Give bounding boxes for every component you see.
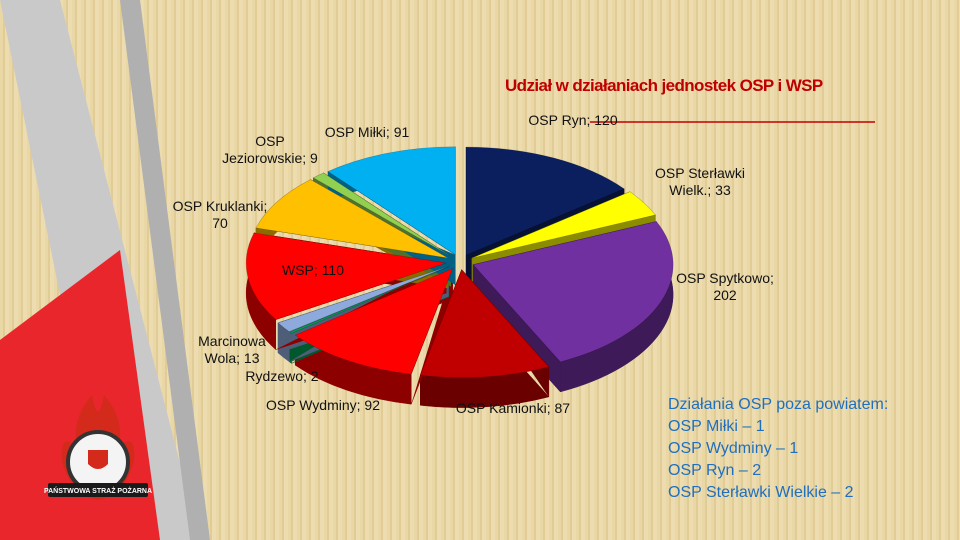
logo-text: PAŃSTWOWA STRAŻ POŻARNA [44, 486, 152, 495]
slice [471, 191, 656, 259]
data-label: OSP Wydminy; 92 [266, 397, 380, 413]
data-label: Marcinowa Wola; 13 [198, 333, 266, 366]
note-line: OSP Miłki – 1 [668, 418, 765, 435]
slice [327, 146, 456, 256]
note-box: Działania OSP poza powiatem: OSP Miłki –… [668, 394, 888, 504]
slice [245, 232, 447, 320]
slice [294, 267, 454, 375]
slice [465, 146, 625, 256]
data-label: WSP; 110 [282, 262, 344, 278]
data-label: Rydzewo; 2 [245, 368, 319, 384]
data-label: OSP Kamionki; 87 [455, 400, 571, 416]
logo: PAŃSTWOWA STRAŻ POŻARNA [44, 395, 152, 500]
data-label: OSP Spytkowo; 202 [676, 270, 774, 303]
slice [255, 179, 449, 259]
data-label: OSP Jeziorowskie; 9 [222, 133, 318, 166]
note-line: OSP Wydminy – 1 [668, 440, 799, 457]
slice [472, 221, 674, 363]
stripe [120, 0, 210, 540]
slice [289, 266, 450, 334]
slice [419, 269, 550, 378]
data-label: OSP Ryn; 120 [528, 112, 618, 128]
data-label: OSP Sterławki Wielk.; 33 [655, 165, 745, 198]
slice [277, 266, 449, 333]
note-line: OSP Ryn – 2 [668, 462, 762, 479]
data-label: OSP Kruklanki; 70 [172, 198, 268, 231]
note-line: OSP Sterławki Wielkie – 2 [668, 484, 854, 501]
data-label: OSP Miłki; 91 [324, 124, 410, 140]
note-heading: Działania OSP poza powiatem: [668, 396, 889, 413]
slice [312, 172, 451, 257]
chart-title: Udział w działaniach jednostek OSP i WSP [505, 76, 823, 95]
slice-tops [245, 146, 674, 378]
